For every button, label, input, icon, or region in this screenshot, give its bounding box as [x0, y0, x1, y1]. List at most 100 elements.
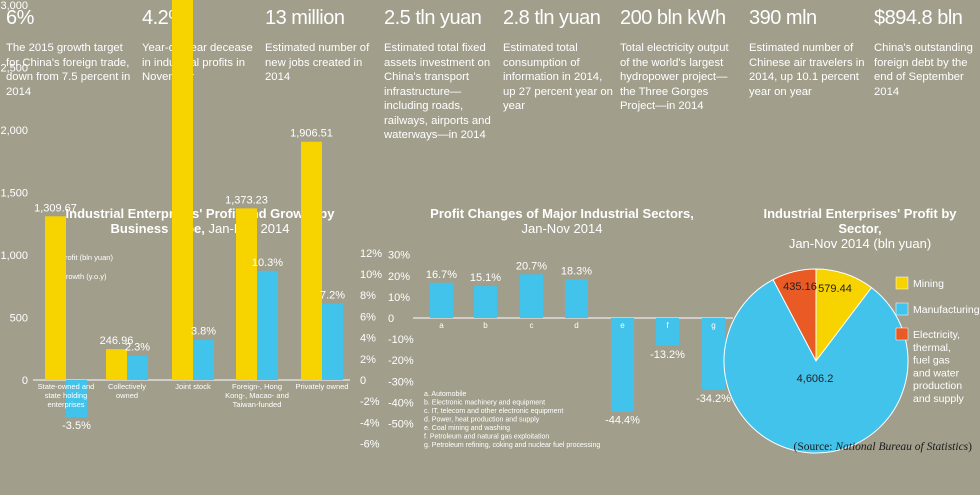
pie-legend-swatch [895, 276, 909, 290]
stat-3: 13 million Estimated number of new jobs … [265, 6, 377, 85]
stat-value: 390 mln [749, 7, 817, 29]
left-axis-tick: 500 [10, 313, 28, 325]
stat-5: 2.8 tln yuan Estimated total consumption… [503, 6, 615, 114]
category-label: Taiwan-funded [233, 400, 282, 409]
stat-value: 13 million [265, 7, 345, 29]
category-label: Collectively [108, 382, 146, 391]
stat-value: 2.8 tln yuan [503, 7, 601, 29]
stat-desc: Estimated total consumption of informati… [503, 42, 613, 112]
pie-legend-label: fuel gas [913, 355, 950, 367]
right-axis-tick: 8% [360, 290, 376, 302]
profit-bar [301, 141, 322, 380]
growth-label: 7.2% [320, 290, 345, 302]
sector-bar [611, 318, 634, 412]
sector-category-label: d [574, 321, 578, 330]
stat-value: 2.5 tln yuan [384, 7, 482, 29]
stat-6: 200 bln kWh Total electricity output of … [620, 6, 738, 114]
stat-desc: Estimated total fixed assets investment … [384, 42, 491, 141]
sector-value-label: 20.7% [516, 260, 547, 272]
chart2-axis-tick: -20% [388, 355, 414, 367]
category-label: Privately owned [296, 382, 349, 391]
category-label: owned [116, 391, 138, 400]
stat-desc: Estimated number of new jobs created in … [265, 42, 370, 83]
sector-value-label: -34.2% [696, 393, 731, 405]
left-axis-tick: 2,500 [0, 63, 28, 75]
pie-legend-label: and supply [913, 393, 965, 405]
sector-category-label: g [711, 321, 715, 330]
sector-category-label: e [620, 321, 625, 330]
stat-7: 390 mln Estimated number of Chinese air … [749, 6, 867, 99]
source-name: National Bureau of Statistics [835, 441, 969, 453]
left-axis-tick: 2,000 [0, 125, 28, 137]
sector-note: g. Petroleum refining, coking and nuclea… [424, 442, 600, 449]
growth-bar [193, 339, 214, 380]
pie-legend-label: production [913, 380, 962, 392]
category-label: Foreign-, Hong [232, 382, 282, 391]
sector-bar [520, 274, 543, 318]
profit-label: 1,906.51 [290, 128, 333, 140]
chart2-axis-tick: 20% [388, 271, 410, 283]
stat-desc: China's outstanding foreign debt by the … [874, 42, 973, 98]
legend-label-profit: Profit (bln yuan) [60, 253, 113, 262]
growth-label: 10.3% [252, 257, 283, 269]
right-axis-tick: 2% [360, 354, 376, 366]
sector-value-label: -44.4% [605, 415, 640, 427]
sector-note: f. Petroleum and natural gas exploitatio… [424, 434, 549, 441]
chart2-axis-tick: 10% [388, 292, 410, 304]
left-axis-tick: 3,000 [0, 0, 28, 12]
right-axis-tick: -6% [360, 439, 380, 451]
stat-8: $894.8 bln China's outstanding foreign d… [874, 6, 978, 99]
sector-note: b. Electronic machinery and equipment [424, 400, 545, 407]
sector-bar [430, 282, 453, 318]
chart2-axis-tick: -50% [388, 419, 414, 431]
profit-bar [106, 349, 127, 380]
pie-legend-label: Mining [913, 278, 944, 290]
chart2-axis-tick: -10% [388, 334, 414, 346]
sector-category-label: a [439, 321, 444, 330]
right-axis-tick: -4% [360, 417, 380, 429]
pie-legend-label: thermal, [913, 342, 951, 354]
category-label: Kong-, Macao- and [225, 391, 289, 400]
chart2-title: Profit Changes of Major Industrial Secto… [392, 206, 732, 236]
right-axis-tick: -2% [360, 396, 380, 408]
stat-desc: Total electricity output of the world's … [620, 42, 729, 112]
sector-value-label: -13.2% [650, 349, 685, 361]
growth-label: 3.8% [191, 326, 216, 338]
source-prefix: (Source: [793, 441, 836, 453]
chart2-axis-tick: 30% [388, 250, 410, 262]
sector-value-label: 18.3% [561, 265, 592, 277]
right-axis-tick: 6% [360, 311, 376, 323]
sector-note: e. Coal mining and washing [424, 425, 510, 432]
profit-bar [172, 0, 193, 380]
chart2-title-plain: Jan-Nov 2014 [521, 221, 603, 236]
right-axis-tick: 12% [360, 248, 382, 260]
right-axis-tick: 0 [360, 375, 366, 387]
growth-label: 2.3% [125, 342, 150, 354]
profit-label: 1,309.67 [34, 202, 77, 214]
stat-value: 200 bln kWh [620, 7, 726, 29]
left-axis-tick: 0 [22, 375, 28, 387]
chart3-title-bold: Industrial Enterprises' Profit by Sector… [763, 206, 957, 236]
growth-bar [257, 270, 278, 380]
right-axis-tick: 4% [360, 333, 376, 345]
sector-bar [474, 286, 497, 318]
sector-category-label: b [483, 321, 488, 330]
profit-bar [45, 216, 66, 380]
growth-bar [66, 380, 87, 418]
left-axis-tick: 1,000 [0, 250, 28, 262]
source-suffix: ) [968, 441, 972, 453]
category-label: enterprises [47, 400, 84, 409]
sector-note: a. Automobile [424, 391, 467, 398]
pie-label-manufacturing: 4,606.2 [797, 373, 834, 385]
source-note: (Source: National Bureau of Statistics) [794, 441, 972, 453]
pie-slice [723, 278, 909, 454]
chart2-title-bold: Profit Changes of Major Industrial Secto… [430, 206, 694, 221]
profit-label: 246.96 [100, 335, 134, 347]
sector-bar [702, 318, 725, 391]
growth-bar [322, 303, 343, 380]
pie-label-electricity: 435.16 [783, 281, 817, 293]
pie-legend-label: Electricity, [913, 329, 960, 341]
category-label: state holding [45, 391, 88, 400]
growth-bar [127, 355, 148, 380]
